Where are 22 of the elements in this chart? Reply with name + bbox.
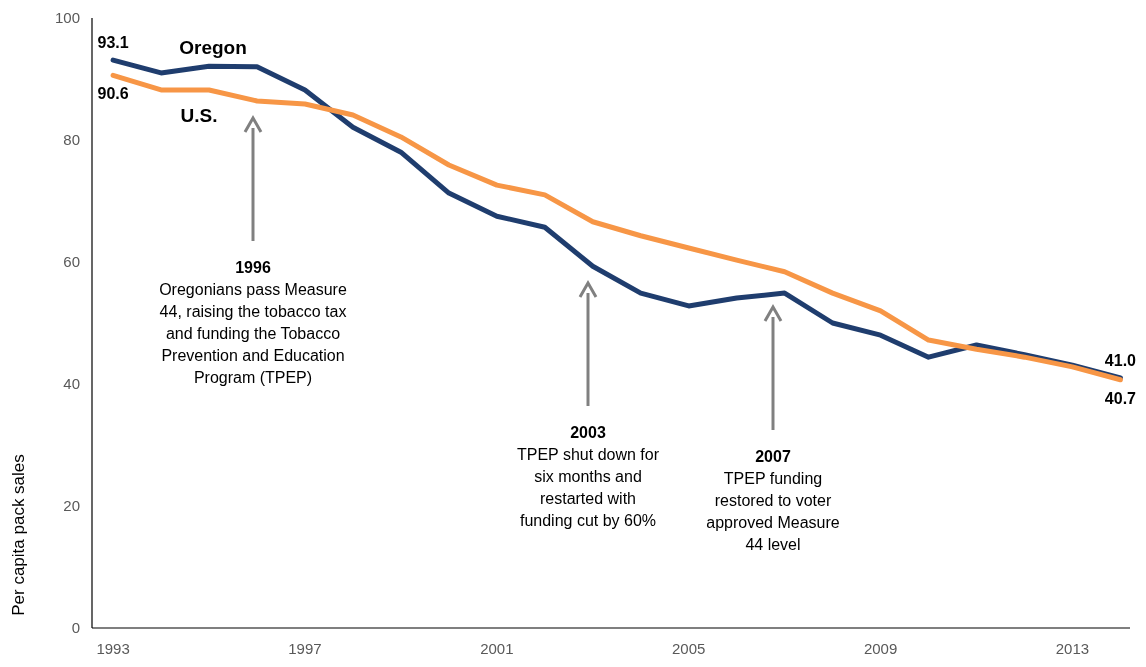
x-tick-label: 2013 xyxy=(1055,640,1090,657)
annotation: 1996 Oregonians pass Measure 44, raising the tobacco tax and funding the Tobacco Prevention and Education Program (TPEP) xyxy=(159,259,347,386)
y-tick-label: 20 xyxy=(63,497,80,515)
x-tick-label: 1997 xyxy=(288,640,322,657)
y-tick-label: 0 xyxy=(71,619,80,637)
x-tick-label: 2009 xyxy=(863,640,898,657)
data-label: 40.7 xyxy=(1104,389,1137,407)
x-tick-label: 2001 xyxy=(480,640,514,657)
y-tick-label: 80 xyxy=(63,131,80,149)
data-label: 41.0 xyxy=(1104,351,1137,369)
series-label: Oregon xyxy=(179,37,247,59)
y-axis-title: Per capita pack sales xyxy=(9,454,28,616)
series-label: U.S. xyxy=(180,104,218,126)
data-label: 93.1 xyxy=(97,34,129,52)
x-tick-label: 2005 xyxy=(672,640,706,657)
data-label: 90.6 xyxy=(97,85,129,103)
x-tick-label: 1993 xyxy=(96,640,130,657)
annotation: 2003 TPEP shut down for six months and restarted with funding cut by 60% xyxy=(517,424,660,529)
annotation: 2007 TPEP funding restored to voter approved Measure 44 level xyxy=(706,448,840,553)
y-tick-label: 60 xyxy=(63,253,80,271)
y-tick-label: 100 xyxy=(54,9,80,27)
y-tick-label: 40 xyxy=(63,375,80,393)
